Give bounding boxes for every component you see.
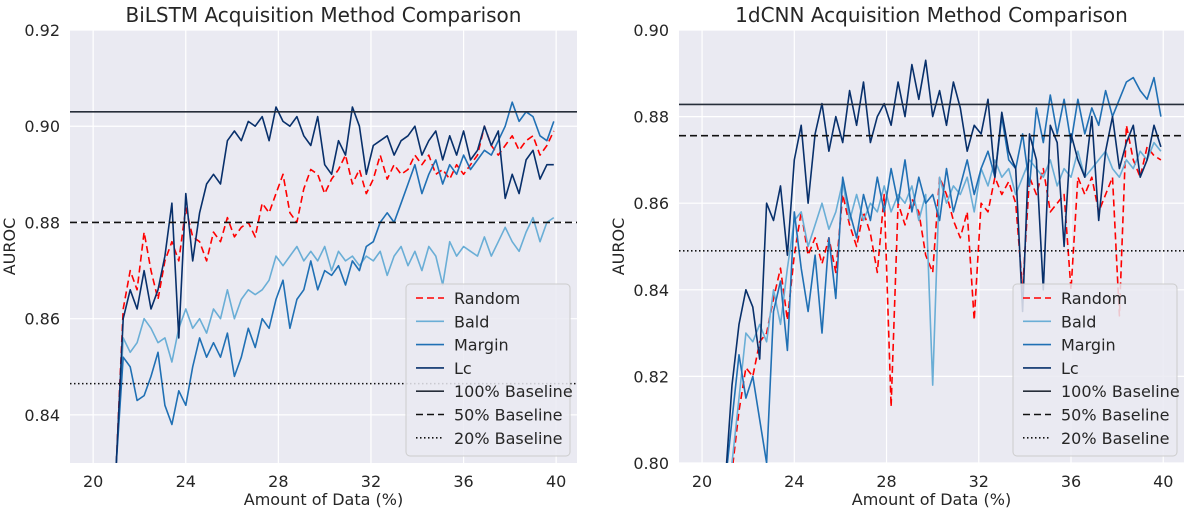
- y-tick-label: 0.90: [633, 21, 669, 40]
- y-axis-label: AUROC: [609, 218, 628, 276]
- legend: Random Bald Margin Lc 100% Baseline 50% Basel…: [1012, 283, 1180, 457]
- chart-title: 1dCNN Acquisition Method Comparison: [735, 3, 1128, 27]
- legend-label-margin: Margin: [454, 336, 509, 355]
- chart-panel-1: 20 24 28 32 36 40 0.84 0.86 0.88 0.90 0.92 BiLSTM A…: [0, 3, 577, 509]
- y-tick-label: 0.80: [633, 454, 669, 473]
- y-tick-label: 0.92: [24, 21, 60, 40]
- x-tick-label: 40: [1153, 472, 1173, 491]
- legend-label-lc: Lc: [454, 359, 472, 378]
- y-tick-label: 0.82: [633, 367, 669, 386]
- x-tick-label: 32: [361, 472, 381, 491]
- legend-label-20-baseline: 20% Baseline: [1061, 429, 1169, 448]
- legend-label-bald: Bald: [1061, 312, 1096, 331]
- x-tick-label: 28: [268, 472, 288, 491]
- legend-box: [1012, 283, 1178, 457]
- legend-label-50-baseline: 50% Baseline: [454, 406, 562, 425]
- y-tick-label: 0.86: [24, 310, 60, 329]
- y-axis-label: AUROC: [0, 218, 19, 276]
- y-tick-label: 0.84: [633, 281, 669, 300]
- legend: Random Bald Margin Lc 100% Baseline 50% Basel…: [405, 283, 573, 457]
- series-lc-line: [115, 106, 554, 463]
- y-tick-label: 0.88: [633, 108, 669, 127]
- x-axis-label: Amount of Data (%): [852, 490, 1011, 509]
- x-tick-label: 36: [1061, 472, 1081, 491]
- legend-label-100-baseline: 100% Baseline: [454, 382, 573, 401]
- y-tick-label: 0.86: [633, 194, 669, 213]
- legend-label-100-baseline: 100% Baseline: [1061, 382, 1180, 401]
- series-bald-line: [115, 216, 555, 463]
- series-group: [70, 101, 577, 463]
- series-margin-line: [726, 76, 1162, 463]
- chart-title: BiLSTM Acquisition Method Comparison: [126, 3, 522, 27]
- y-tick-label: 0.88: [24, 213, 60, 232]
- x-axis-label: Amount of Data (%): [244, 490, 403, 509]
- y-tick-label: 0.84: [24, 406, 60, 425]
- x-tick-label: 24: [176, 472, 196, 491]
- legend-label-lc: Lc: [1061, 359, 1079, 378]
- series-random-line: [732, 124, 1162, 463]
- legend-label-20-baseline: 20% Baseline: [454, 429, 562, 448]
- legend-label-random: Random: [454, 289, 520, 308]
- legend-label-bald: Bald: [454, 312, 489, 331]
- legend-label-margin: Margin: [1061, 336, 1116, 355]
- x-tick-label: 28: [876, 472, 896, 491]
- series-margin-line: [115, 101, 555, 463]
- x-tick-label: 24: [784, 472, 804, 491]
- x-tick-label: 40: [546, 472, 566, 491]
- y-tick-label: 0.90: [24, 117, 60, 136]
- legend-label-50-baseline: 50% Baseline: [1061, 406, 1169, 425]
- x-tick-label: 36: [453, 472, 473, 491]
- x-tick-label: 32: [969, 472, 989, 491]
- chart-panel-2: 20 24 28 32 36 40 0.80 0.82 0.84 0.86 0.88 0.90 1dCN…: [609, 3, 1184, 509]
- series-group: [679, 59, 1184, 463]
- series-lc-line: [725, 59, 1162, 463]
- x-tick-label: 20: [692, 472, 712, 491]
- x-tick-label: 20: [83, 472, 103, 491]
- legend-box: [405, 283, 571, 457]
- legend-label-random: Random: [1061, 289, 1127, 308]
